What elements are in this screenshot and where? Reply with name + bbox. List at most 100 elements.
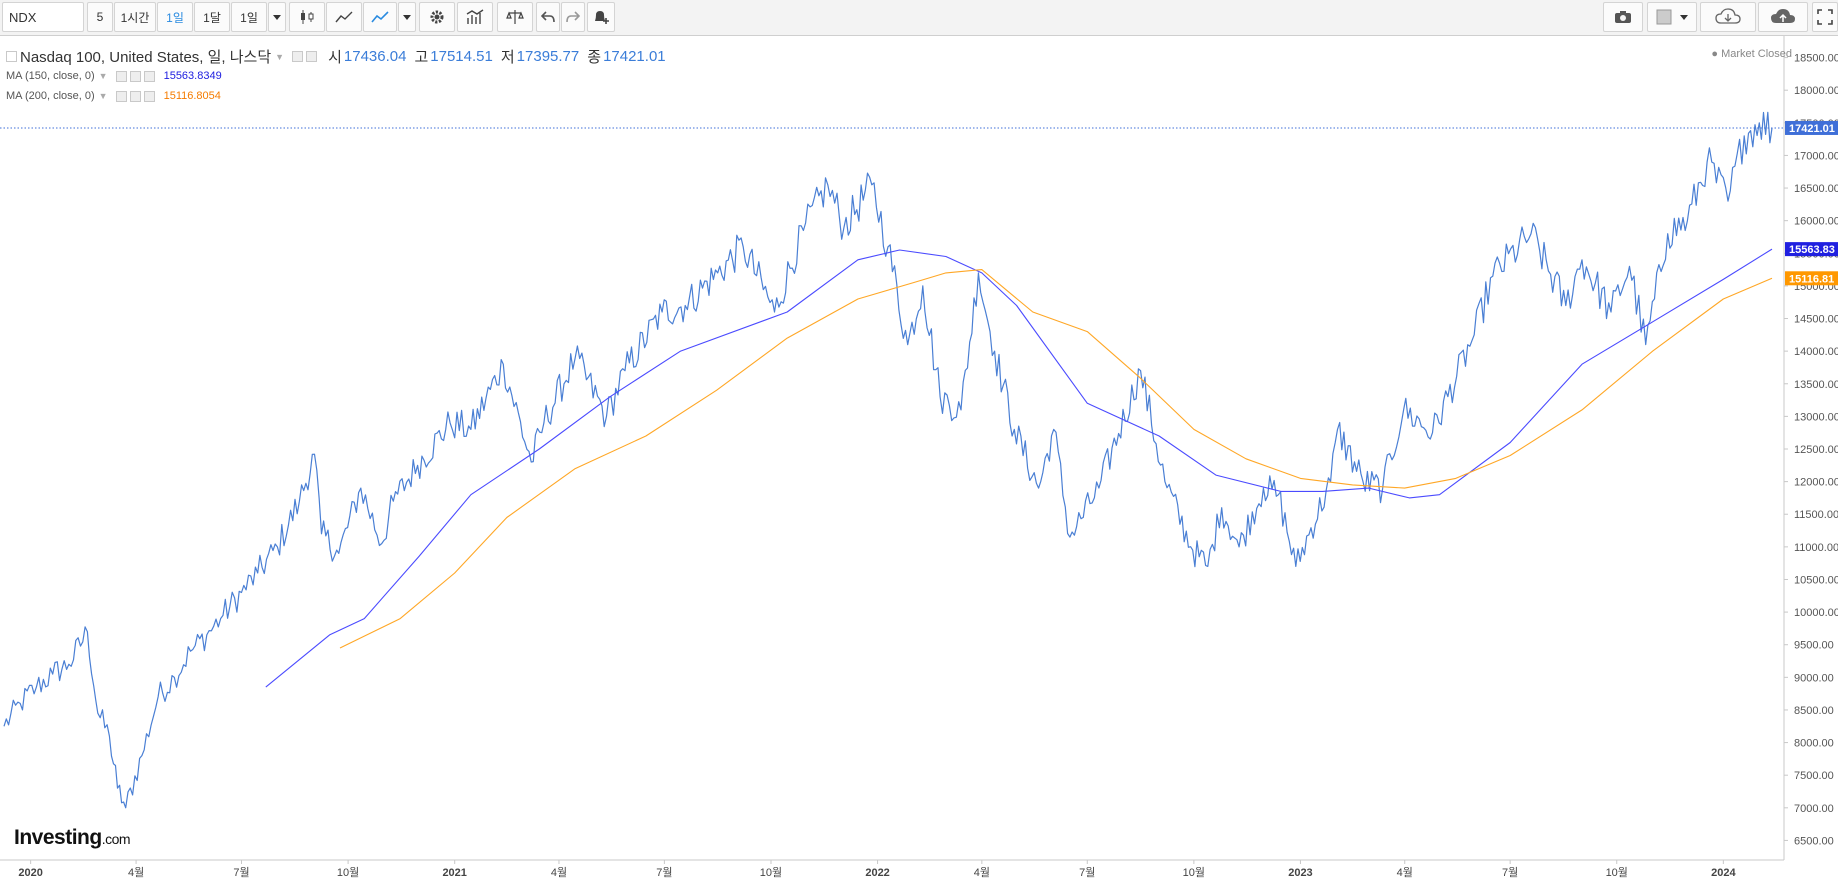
badge-ma150 (1785, 242, 1838, 257)
chart-background (0, 36, 1838, 880)
interval-5[interactable]: 5 (87, 2, 113, 32)
x-tick-label: 4월 (1397, 866, 1413, 879)
low-value: 17395.77 (516, 48, 580, 65)
x-tick-label: 10월 (1606, 866, 1628, 879)
ma150-label: MA (150, close, 0) (6, 70, 95, 82)
y-tick-label: 18500.00 (1794, 53, 1838, 65)
badge-label-ma150: 15563.83 (1789, 244, 1835, 256)
high-label: 고 (414, 49, 429, 66)
badge-price (1785, 120, 1838, 135)
badge-ma200 (1785, 271, 1838, 286)
x-tick-label: 2020 (18, 867, 42, 879)
y-tick-label: 17000.00 (1794, 150, 1838, 162)
x-tick-label: 7월 (656, 866, 672, 879)
fullscreen-button[interactable] (1812, 2, 1838, 32)
y-tick-label: 6500.00 (1794, 835, 1834, 847)
legend-title: Nasdaq 100, United States, 일, 나스닥 (20, 49, 272, 66)
legend-main: Nasdaq 100, United States, 일, 나스닥 ▼ 시 174… (6, 46, 666, 67)
y-tick-label: 14000.00 (1794, 346, 1838, 358)
settings-button[interactable] (419, 2, 455, 32)
undo-icon (541, 11, 555, 23)
legend-ma200: MA (200, close, 0) ▼ 15116.8054 (6, 90, 221, 102)
symbol-input[interactable]: NDX (2, 2, 84, 32)
y-tick-label: 7000.00 (1794, 803, 1834, 815)
y-tick-label: 7500.00 (1794, 770, 1834, 782)
color-button[interactable] (1647, 2, 1697, 32)
ma150-value: 15563.8349 (163, 70, 222, 82)
cloud-upload-icon (1771, 9, 1795, 23)
interval-range[interactable]: 1일 (231, 2, 267, 32)
badge-label-price: 17421.01 (1789, 123, 1835, 135)
indicators-button[interactable] (457, 2, 493, 32)
save-chart-button[interactable] (1758, 2, 1808, 32)
logo-suffix: .com (101, 831, 131, 847)
y-tick-label: 10500.00 (1794, 574, 1838, 586)
x-tick-label: 4월 (974, 866, 990, 879)
x-tick-label: 7월 (1079, 866, 1095, 879)
x-tick-label: 2022 (865, 867, 889, 879)
chevron-down-icon (1680, 14, 1688, 20)
close-icon[interactable] (143, 70, 155, 82)
load-chart-button[interactable] (1700, 2, 1756, 32)
market-status: ● Market Closed (1711, 48, 1792, 60)
y-tick-label: 16500.00 (1794, 183, 1838, 195)
chart-type-dropdown[interactable] (398, 2, 416, 32)
compare-icon (506, 10, 524, 24)
x-tick-label: 2023 (1288, 867, 1312, 879)
high-value: 17514.51 (430, 48, 493, 65)
open-label: 시 (328, 49, 342, 66)
x-tick-label: 7월 (1502, 866, 1518, 879)
visibility-icon[interactable] (115, 90, 127, 102)
close-icon[interactable] (143, 90, 155, 102)
y-tick-label: 13500.00 (1794, 379, 1838, 391)
chart-area[interactable]: 6500.00 7000.00 7500.00 8000.00 8500.00 9000.… (0, 36, 1838, 880)
settings-icon (430, 10, 444, 24)
x-tick-label: 2021 (442, 867, 466, 879)
interval-dropdown[interactable] (268, 2, 286, 32)
chevron-down-icon[interactable]: ▼ (98, 71, 108, 81)
settings-icon[interactable] (129, 70, 141, 82)
low-label: 저 (500, 49, 515, 66)
compare-button[interactable] (497, 2, 533, 32)
settings-icon[interactable] (306, 51, 318, 62)
open-value: 17436.04 (343, 48, 407, 65)
snapshot-button[interactable] (1603, 2, 1643, 32)
investing-logo: Investing.com (14, 826, 131, 850)
y-tick-label: 8000.00 (1794, 738, 1834, 750)
y-tick-label: 11000.00 (1794, 542, 1838, 554)
line-chart-button[interactable] (363, 2, 397, 32)
chevron-down-icon[interactable]: ▼ (275, 51, 285, 62)
y-tick-label: 9500.00 (1794, 640, 1834, 652)
y-tick-label: 8500.00 (1794, 705, 1834, 717)
chevron-down-icon (273, 14, 281, 20)
interval-1-day[interactable]: 1일 (157, 2, 193, 32)
y-tick-label: 16000.00 (1794, 216, 1838, 228)
collapse-legend-icon[interactable] (6, 51, 17, 62)
candlestick-button[interactable] (289, 2, 325, 32)
y-tick-label: 12500.00 (1794, 444, 1838, 456)
fullscreen-icon (1817, 9, 1833, 25)
redo-button[interactable] (561, 2, 585, 32)
area-chart-icon (335, 11, 353, 23)
area-chart-button[interactable] (326, 2, 362, 32)
series-line-ma200 (339, 269, 1773, 649)
close-label: 종 (587, 49, 602, 66)
series-line-price (3, 111, 1773, 809)
interval-1-hour[interactable]: 1시간 (114, 2, 156, 32)
interval-1-month[interactable]: 1달 (194, 2, 230, 32)
undo-button[interactable] (536, 2, 560, 32)
settings-icon[interactable] (129, 90, 141, 102)
visibility-icon[interactable] (292, 51, 304, 62)
x-tick-label: 10월 (337, 866, 359, 879)
chevron-down-icon[interactable]: ▼ (98, 91, 108, 101)
y-tick-label: 10000.00 (1794, 607, 1838, 619)
chevron-down-icon (403, 14, 411, 20)
y-tick-label: 18000.00 (1794, 85, 1838, 97)
y-tick-label: 11500.00 (1794, 509, 1838, 521)
x-tick-label: 10월 (1183, 866, 1205, 879)
alert-button[interactable] (587, 2, 615, 32)
x-tick-label: 7월 (233, 866, 249, 879)
x-tick-label: 4월 (551, 866, 567, 879)
visibility-icon[interactable] (115, 70, 127, 82)
y-tick-label: 9000.00 (1794, 672, 1834, 684)
